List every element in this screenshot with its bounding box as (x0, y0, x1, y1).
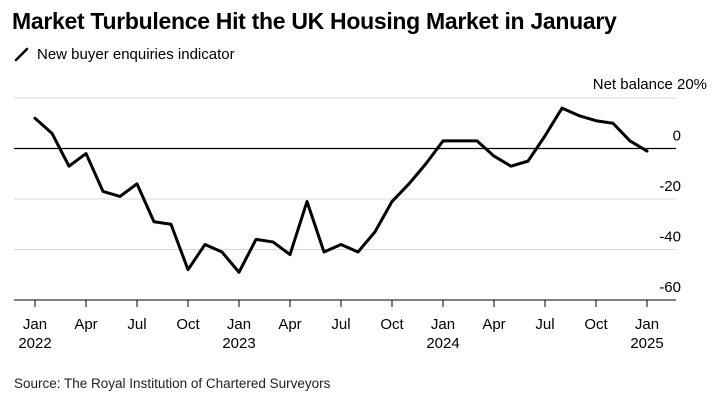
y-axis: Net balance 20% 0 -20 -40 -60 (593, 76, 707, 296)
x-tick-label-year: 2024 (426, 335, 459, 352)
legend: New buyer enquiries indicator (14, 46, 235, 63)
x-tick-label-month: Jan (23, 316, 47, 333)
x-tick-label-month: Apr (278, 316, 301, 333)
x-axis: Jan 2022 Apr Jul Oct Jan 2023 Apr Jul Oct Jan 2024 A… (14, 299, 676, 352)
y-tick-label: -20 (659, 178, 681, 195)
gridlines (14, 97, 676, 301)
x-tick-label-month: Apr (482, 316, 505, 333)
x-tick-label-year: 2025 (630, 335, 663, 352)
series-line-new-buyer-enquiries (33, 106, 649, 274)
x-tick-label-month: Oct (176, 316, 200, 333)
y-axis-unit-label: Net balance 20% (593, 76, 707, 93)
x-tick-label-month: Jan (635, 316, 659, 333)
y-tick-label: -40 (659, 229, 681, 246)
x-tick-label-year: 2022 (18, 335, 51, 352)
y-tick-label: -60 (659, 279, 681, 296)
x-tick-label-month: Jul (127, 316, 146, 333)
x-tick-label-month: Jul (535, 316, 554, 333)
x-tick-label-month: Jan (227, 316, 251, 333)
x-tick-label-month: Oct (380, 316, 404, 333)
legend-label: New buyer enquiries indicator (37, 46, 235, 63)
source-note: Source: The Royal Institution of Charter… (14, 376, 331, 391)
x-tick-label-month: Jan (431, 316, 455, 333)
x-tick-label-month: Oct (584, 316, 608, 333)
line-series-icon (14, 47, 29, 62)
x-tick-label-month: Jul (331, 316, 350, 333)
chart-title: Market Turbulence Hit the UK Housing Mar… (12, 8, 617, 34)
y-tick-label: 0 (673, 128, 681, 145)
x-tick-label-year: 2023 (222, 335, 255, 352)
x-tick-label-month: Apr (74, 316, 97, 333)
